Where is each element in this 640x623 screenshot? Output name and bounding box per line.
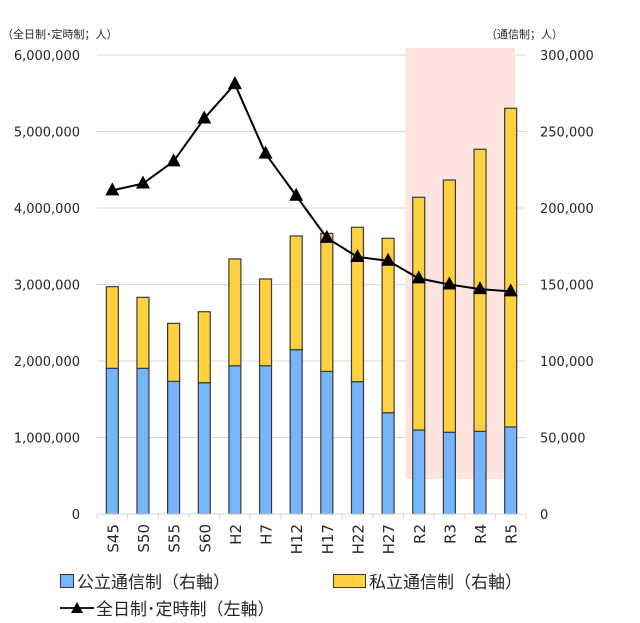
left-tick-label: 1,000,000 bbox=[14, 432, 80, 447]
left-tick-label: 4,000,000 bbox=[14, 202, 80, 217]
fulltime-line bbox=[105, 76, 518, 297]
fulltime-marker-R5 bbox=[503, 283, 518, 297]
bar-public-H7 bbox=[258, 365, 273, 515]
bar-public-S60 bbox=[197, 382, 211, 515]
left-tick-label: 2,000,000 bbox=[14, 355, 80, 370]
right-tick-label: 0 bbox=[540, 508, 548, 523]
right-tick-label: 150,000 bbox=[540, 279, 594, 294]
left-tick-label: 5,000,000 bbox=[14, 126, 80, 141]
legend-public: 公立通信制（右軸） bbox=[60, 568, 230, 593]
x-tick-label: S50 bbox=[135, 524, 153, 553]
bar-public-H17 bbox=[320, 370, 334, 515]
bar-public-S50 bbox=[136, 367, 150, 515]
bar-private-H17 bbox=[320, 232, 334, 373]
fulltime-marker-S55 bbox=[166, 153, 181, 167]
bar-public-R4 bbox=[473, 430, 487, 515]
x-tick-label: R4 bbox=[472, 524, 490, 544]
x-tick-label: S60 bbox=[196, 524, 214, 553]
right-tick-label: 200,000 bbox=[540, 202, 594, 217]
right-axis-ticks: 0 50,000 100,000 150,000 200,000 250,000 300,0… bbox=[540, 49, 594, 523]
fulltime-marker-R4 bbox=[473, 281, 488, 295]
legend-fulltime: 全日制･定時制（左軸） bbox=[60, 595, 275, 620]
bar-private-H22 bbox=[350, 226, 365, 383]
right-tick-label: 300,000 bbox=[540, 49, 594, 64]
fulltime-marker-H12 bbox=[289, 187, 304, 201]
left-axis-title: （全日制･定時制；人） bbox=[2, 27, 118, 41]
bar-public-S45 bbox=[105, 367, 119, 515]
x-tick-label: H7 bbox=[258, 524, 276, 545]
bar-public-H22 bbox=[350, 381, 365, 515]
bar-private-S55 bbox=[167, 322, 181, 382]
fulltime-marker-H7 bbox=[258, 145, 273, 159]
x-tick-label: H17 bbox=[319, 524, 337, 554]
fulltime-marker-H27 bbox=[381, 252, 396, 266]
x-axis: S45 S50 S55 S60 H2 H7 H12 H17 H22 H27 R2 R3 R4 R5 bbox=[96, 513, 527, 554]
right-tick-label: 250,000 bbox=[540, 126, 594, 141]
left-tick-label: 6,000,000 bbox=[14, 49, 80, 64]
legend-fulltime-marker-icon bbox=[60, 601, 94, 613]
x-tick-label: R2 bbox=[411, 524, 429, 544]
x-tick-label: H12 bbox=[288, 524, 306, 554]
right-tick-label: 50,000 bbox=[540, 432, 586, 447]
fulltime-marker-R2 bbox=[411, 270, 426, 284]
left-axis-ticks: 0 1,000,000 2,000,000 3,000,000 4,000,000 5,0… bbox=[14, 49, 80, 523]
bar-public-R2 bbox=[412, 429, 426, 515]
x-tick-label: R5 bbox=[503, 524, 521, 544]
bar-private-R5 bbox=[504, 107, 518, 428]
bar-private-R2 bbox=[412, 196, 426, 431]
bar-private-H27 bbox=[381, 237, 395, 414]
bar-private-S45 bbox=[105, 286, 119, 369]
left-tick-label: 0 bbox=[72, 508, 80, 523]
fulltime-line-path bbox=[112, 82, 511, 293]
bar-private-S60 bbox=[197, 311, 211, 384]
x-tick-label: S55 bbox=[166, 524, 184, 553]
bar-public-H12 bbox=[289, 349, 303, 515]
bar-public-H2 bbox=[228, 365, 242, 515]
fulltime-marker-R3 bbox=[442, 276, 457, 290]
bar-private-R3 bbox=[442, 179, 456, 433]
left-tick-label: 3,000,000 bbox=[14, 279, 80, 294]
bar-public-R5 bbox=[504, 426, 518, 515]
right-axis-title: （通信制；人） bbox=[486, 28, 563, 41]
legend-public-swatch bbox=[60, 573, 74, 588]
right-tick-label: 100,000 bbox=[540, 355, 594, 370]
legend-fulltime-label: 全日制･定時制（左軸） bbox=[96, 600, 275, 620]
bar-public-H27 bbox=[381, 412, 395, 515]
legend-private: 私立通信制（右軸） bbox=[333, 568, 522, 593]
x-tick-label: H2 bbox=[227, 524, 245, 545]
bar-private-H12 bbox=[289, 235, 303, 351]
legend-private-swatch bbox=[333, 573, 366, 588]
x-tick-label: H22 bbox=[349, 524, 367, 554]
fulltime-marker-H17 bbox=[319, 229, 334, 243]
legend-public-label: 公立通信制（右軸） bbox=[77, 573, 230, 593]
bar-private-H2 bbox=[228, 258, 242, 367]
x-tick-label: R3 bbox=[441, 524, 459, 544]
bar-private-H7 bbox=[258, 278, 273, 367]
fulltime-marker-H22 bbox=[350, 248, 365, 262]
x-tick-label: S45 bbox=[104, 524, 122, 553]
fulltime-marker-S50 bbox=[135, 175, 150, 189]
bar-public-S55 bbox=[167, 380, 181, 515]
fulltime-marker-S60 bbox=[197, 110, 212, 124]
legend-private-label: 私立通信制（右軸） bbox=[369, 573, 522, 593]
fulltime-marker-S45 bbox=[105, 182, 120, 196]
x-tick-label: H27 bbox=[380, 524, 398, 554]
bar-public-R3 bbox=[442, 431, 456, 515]
bar-private-S50 bbox=[136, 296, 150, 369]
fulltime-marker-H2 bbox=[227, 76, 242, 90]
